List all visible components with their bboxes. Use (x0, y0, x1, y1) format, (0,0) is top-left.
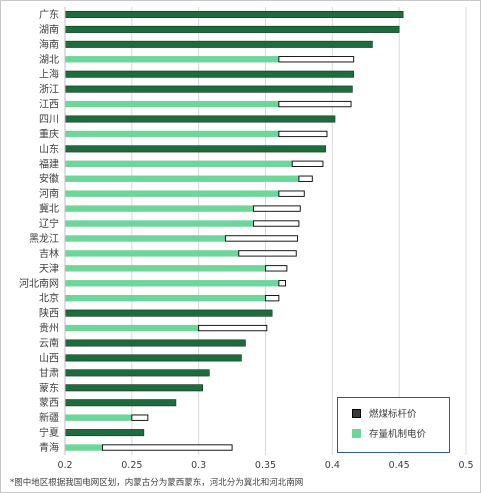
bar-benchmark-25 (64, 384, 203, 392)
category-label: 蒙东 (39, 381, 59, 394)
legend: 燃煤标杆价 存量机制电价 (337, 397, 450, 453)
grid-lines (64, 7, 467, 455)
category-label: 山东 (39, 142, 59, 155)
bar-benchmark-8 (278, 130, 328, 138)
bar-benchmark-16 (238, 250, 297, 257)
bar-mechanism-17 (65, 265, 266, 272)
bar-mechanism-11 (65, 175, 299, 182)
category-label: 湖南 (39, 23, 59, 36)
bar-benchmark-0 (64, 10, 404, 18)
category-label: 安徽 (39, 172, 59, 185)
category-label: 重庆 (39, 127, 59, 140)
bar-mechanism-6 (65, 100, 279, 108)
category-label: 云南 (39, 337, 59, 350)
category-label: 四川 (39, 115, 59, 126)
category-label: 山西 (39, 352, 59, 364)
bar-benchmark-28 (64, 429, 145, 437)
bar-benchmark-20 (64, 309, 273, 317)
bar-mechanism-21 (65, 324, 199, 332)
bar-mechanism-16 (65, 250, 239, 257)
bar-benchmark-5 (64, 85, 353, 93)
bar-mechanism-18 (65, 280, 279, 287)
bar-benchmark-19 (265, 295, 280, 302)
bar-benchmark-22 (64, 339, 246, 347)
bar-benchmark-21 (198, 324, 268, 332)
bar-benchmark-2 (64, 40, 373, 48)
bar-benchmark-9 (64, 145, 326, 153)
category-label: 北京 (39, 292, 59, 305)
bar-benchmark-15 (224, 235, 299, 242)
x-tick-label: 0.3 (191, 460, 206, 471)
bar-mechanism-15 (65, 235, 226, 242)
bar-benchmark-11 (298, 175, 313, 182)
bar-mechanism-29 (65, 444, 103, 451)
legend-swatch-mechanism (352, 428, 361, 438)
category-label: 陕西 (39, 307, 59, 320)
bar-benchmark-27 (131, 414, 149, 421)
bar-mechanism-8 (65, 130, 279, 138)
bar-mechanism-3 (65, 56, 279, 63)
x-tick-label: 0.25 (121, 460, 142, 471)
category-label: 辽宁 (39, 217, 59, 230)
bar-mechanism-19 (65, 295, 266, 302)
bar-mechanism-14 (65, 220, 254, 227)
category-label: 黑龙江 (29, 232, 59, 245)
legend-item-mechanism: 存量机制电价 (352, 426, 426, 440)
x-tick-label: 0.2 (57, 460, 72, 471)
x-tick-label: 0.5 (458, 460, 473, 471)
bar-benchmark-24 (64, 369, 210, 377)
bar-benchmark-18 (278, 280, 287, 287)
bar-mechanism-10 (65, 160, 293, 167)
bar-benchmark-4 (64, 70, 355, 78)
category-label: 福建 (39, 157, 59, 170)
bars (64, 10, 404, 451)
category-labels: 广东湖南海南湖北上海浙江江西四川重庆山东福建安徽河南冀北辽宁黑龙江吉林天津河北南… (19, 8, 59, 454)
x-tick-label: 0.35 (255, 460, 276, 471)
category-label: 河南 (39, 187, 59, 200)
bar-benchmark-7 (64, 115, 336, 123)
bar-benchmark-13 (253, 205, 301, 212)
bar-mechanism-27 (65, 414, 132, 421)
category-label: 湖北 (39, 54, 59, 66)
bar-mechanism-12 (65, 190, 279, 197)
bar-benchmark-6 (278, 100, 352, 108)
category-label: 浙江 (39, 84, 59, 96)
x-tick-label: 0.45 (389, 460, 410, 471)
bar-benchmark-12 (278, 190, 305, 197)
bar-benchmark-14 (253, 220, 300, 227)
bar-benchmark-1 (64, 25, 400, 33)
legend-item-benchmark: 燃煤标杆价 (352, 406, 417, 420)
bar-benchmark-17 (265, 265, 288, 272)
category-label: 河北南网 (19, 277, 59, 290)
bar-benchmark-10 (291, 160, 324, 167)
bar-mechanism-13 (65, 205, 254, 212)
category-label: 吉林 (39, 247, 59, 260)
bar-benchmark-26 (64, 399, 177, 407)
bar-benchmark-3 (278, 56, 355, 63)
legend-swatch-benchmark (352, 408, 361, 418)
footnote: *图中地区根据我国电网区划，内蒙古分为蒙西蒙东，河北分为冀北和河北南网 (10, 478, 304, 488)
category-label: 蒙西 (39, 396, 59, 409)
category-label: 天津 (39, 263, 59, 275)
tick-labels: 0.2 0.25 0.3 0.35 0.4 0.45 0.5 (57, 460, 473, 471)
category-label: 青海 (39, 441, 59, 454)
category-label: 新疆 (39, 411, 59, 424)
category-label: 上海 (39, 68, 59, 81)
category-label: 海南 (39, 38, 59, 51)
bar-benchmark-29 (101, 444, 233, 451)
category-label: 广东 (39, 8, 59, 21)
category-label: 江西 (39, 99, 59, 111)
category-label: 甘肃 (39, 366, 59, 379)
legend-label-benchmark: 燃煤标杆价 (369, 409, 417, 420)
category-label: 冀北 (39, 202, 59, 215)
category-label: 贵州 (39, 322, 59, 335)
bar-benchmark-23 (64, 354, 242, 362)
legend-label-mechanism: 存量机制电价 (369, 429, 427, 440)
category-label: 宁夏 (39, 426, 59, 439)
x-tick-label: 0.4 (325, 460, 340, 471)
